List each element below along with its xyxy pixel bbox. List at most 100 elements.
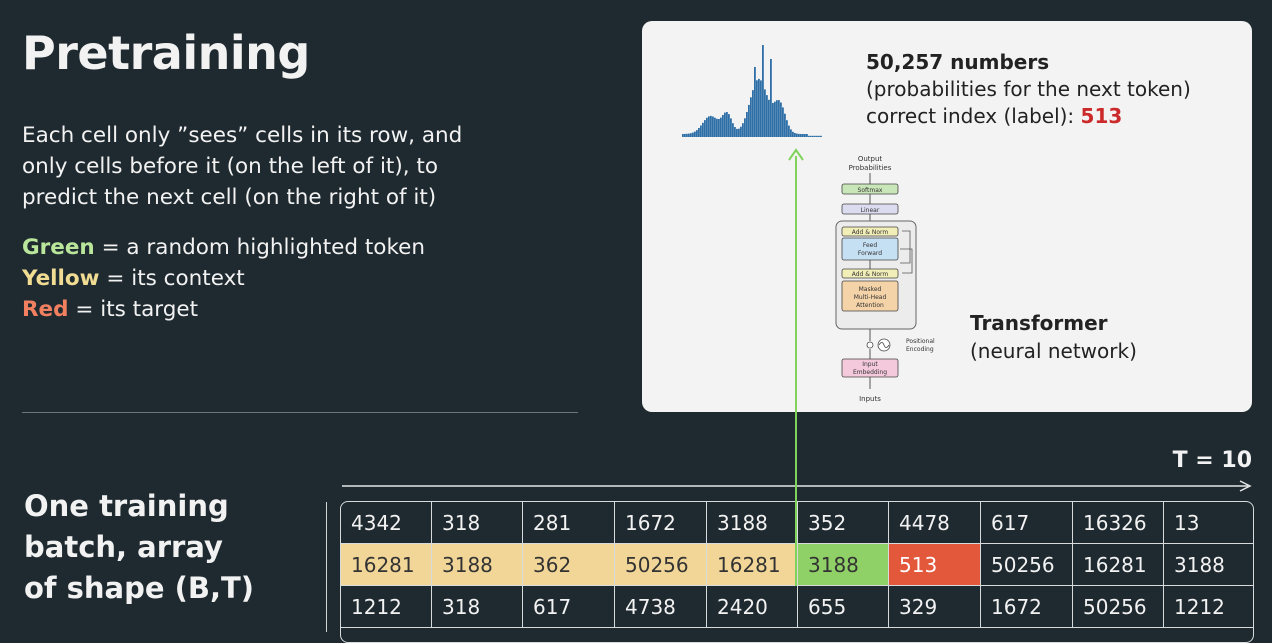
histogram-bar: [714, 117, 716, 137]
histogram-bar: [764, 89, 766, 137]
table-cell: 16326: [1073, 502, 1164, 544]
histogram-bar: [732, 123, 734, 137]
histogram-bar: [776, 100, 778, 137]
transformer-label: Transformer (neural network): [970, 311, 1137, 363]
svg-text:Forward: Forward: [858, 250, 882, 257]
histogram-bar: [794, 133, 796, 137]
histogram-bar: [816, 135, 818, 137]
table-cell: 13: [1164, 502, 1253, 544]
histogram-bar: [716, 118, 718, 137]
table-cell: 617: [523, 586, 615, 628]
histogram-bar: [710, 115, 712, 137]
histogram-bar: [746, 112, 748, 137]
svg-text:Add & Norm: Add & Norm: [852, 271, 889, 278]
table-cell: 318: [432, 586, 523, 628]
histogram-bar: [806, 134, 808, 137]
histogram-bar: [814, 135, 816, 137]
table-cell: 50256: [1073, 586, 1164, 628]
table-cell: 1672: [981, 586, 1073, 628]
table-cell: 50256: [981, 544, 1073, 586]
t-axis-arrow-icon: [342, 480, 1252, 492]
t-dimension-label: T = 10: [1172, 448, 1252, 473]
model-panel: 50,257 numbers (probabilities for the ne…: [642, 21, 1252, 412]
prediction-connector-line: [795, 156, 797, 586]
table-cell: 4342: [341, 502, 432, 544]
svg-text:Positional: Positional: [906, 338, 935, 345]
table-cell: 3188: [1164, 544, 1253, 586]
histogram-bar: [684, 133, 686, 137]
histogram-bar: [820, 135, 822, 137]
token-batch-table: 4342 318 281 1672 3188 352 4478 617 16326 13 16281…: [340, 501, 1254, 643]
table-row: 4342 318 281 1672 3188 352 4478 617 16326 13: [341, 502, 1253, 544]
label-index: 513: [1080, 104, 1123, 128]
histogram-bar: [692, 132, 694, 137]
table-cell: 318: [432, 502, 523, 544]
histogram-bar: [762, 45, 764, 137]
svg-text:Feed: Feed: [863, 242, 878, 249]
histogram-bar: [810, 135, 812, 137]
table-cell: 3188: [707, 502, 798, 544]
histogram-bar: [792, 131, 794, 137]
histogram-bar: [688, 133, 690, 137]
histogram-bar: [682, 134, 684, 137]
table-cell: 16281: [1073, 544, 1164, 586]
output-info: 50,257 numbers (probabilities for the ne…: [866, 50, 1191, 128]
legend-red: Red = its target: [22, 297, 199, 322]
histogram-bar: [722, 115, 724, 137]
slide-title: Pretraining: [22, 26, 310, 80]
svg-text:Encoding: Encoding: [906, 346, 934, 353]
color-legend: Green = a random highlighted token Yello…: [22, 232, 425, 325]
svg-text:Linear: Linear: [861, 207, 880, 214]
histogram-bar: [734, 127, 736, 137]
table-cell: 1212: [1164, 586, 1253, 628]
table-row: 16281 3188 362 50256 16281 3188 513 50256 16281 3…: [341, 544, 1253, 586]
section-divider: [22, 412, 578, 413]
histogram-bar: [808, 135, 810, 137]
svg-text:Output: Output: [858, 155, 883, 163]
table-cell: 617: [981, 502, 1073, 544]
histogram-bar: [774, 101, 776, 137]
histogram-bar: [752, 90, 754, 137]
histogram-bar: [700, 125, 702, 137]
svg-text:Inputs: Inputs: [859, 395, 881, 403]
histogram-bar: [706, 117, 708, 137]
histogram-bar: [694, 131, 696, 137]
table-cell: 513: [889, 544, 981, 586]
histogram-bar: [724, 112, 726, 137]
transformer-architecture-diagram: Output Probabilities Softmax Linear Add …: [835, 155, 935, 403]
histogram-bar: [726, 112, 728, 137]
svg-text:Probabilities: Probabilities: [849, 164, 892, 172]
histogram-bar: [784, 113, 786, 137]
histogram-bar: [704, 120, 706, 137]
histogram-bar: [758, 78, 760, 137]
table-cell: 3188: [798, 544, 889, 586]
histogram-bar: [728, 114, 730, 137]
histogram-bar: [740, 126, 742, 137]
histogram-bar: [818, 135, 820, 137]
histogram-bar: [712, 116, 714, 137]
histogram-bar: [800, 134, 802, 137]
histogram-bar: [804, 134, 806, 137]
table-cell: 16281: [341, 544, 432, 586]
arrow-up-icon: [788, 148, 804, 161]
legend-yellow: Yellow = its context: [22, 266, 245, 291]
svg-text:Multi-Head: Multi-Head: [854, 294, 887, 301]
histogram-bar: [812, 135, 814, 137]
histogram-bar: [718, 119, 720, 137]
table-cell: 329: [889, 586, 981, 628]
svg-text:Attention: Attention: [856, 302, 884, 309]
histogram-bar: [748, 104, 750, 137]
histogram-bar: [696, 130, 698, 137]
histogram-bar: [768, 99, 770, 137]
histogram-bar: [796, 133, 798, 137]
table-cell: 655: [798, 586, 889, 628]
histogram-bar: [786, 120, 788, 137]
batch-shape-label: One training batch, array of shape (B,T): [24, 489, 255, 605]
table-cell: 1672: [615, 502, 707, 544]
table-cell: 3188: [432, 544, 523, 586]
histogram-bar: [702, 122, 704, 137]
histogram-bar: [780, 102, 782, 137]
table-cell: 2420: [707, 586, 798, 628]
table-cell: 1212: [341, 586, 432, 628]
table-cell: 4478: [889, 502, 981, 544]
